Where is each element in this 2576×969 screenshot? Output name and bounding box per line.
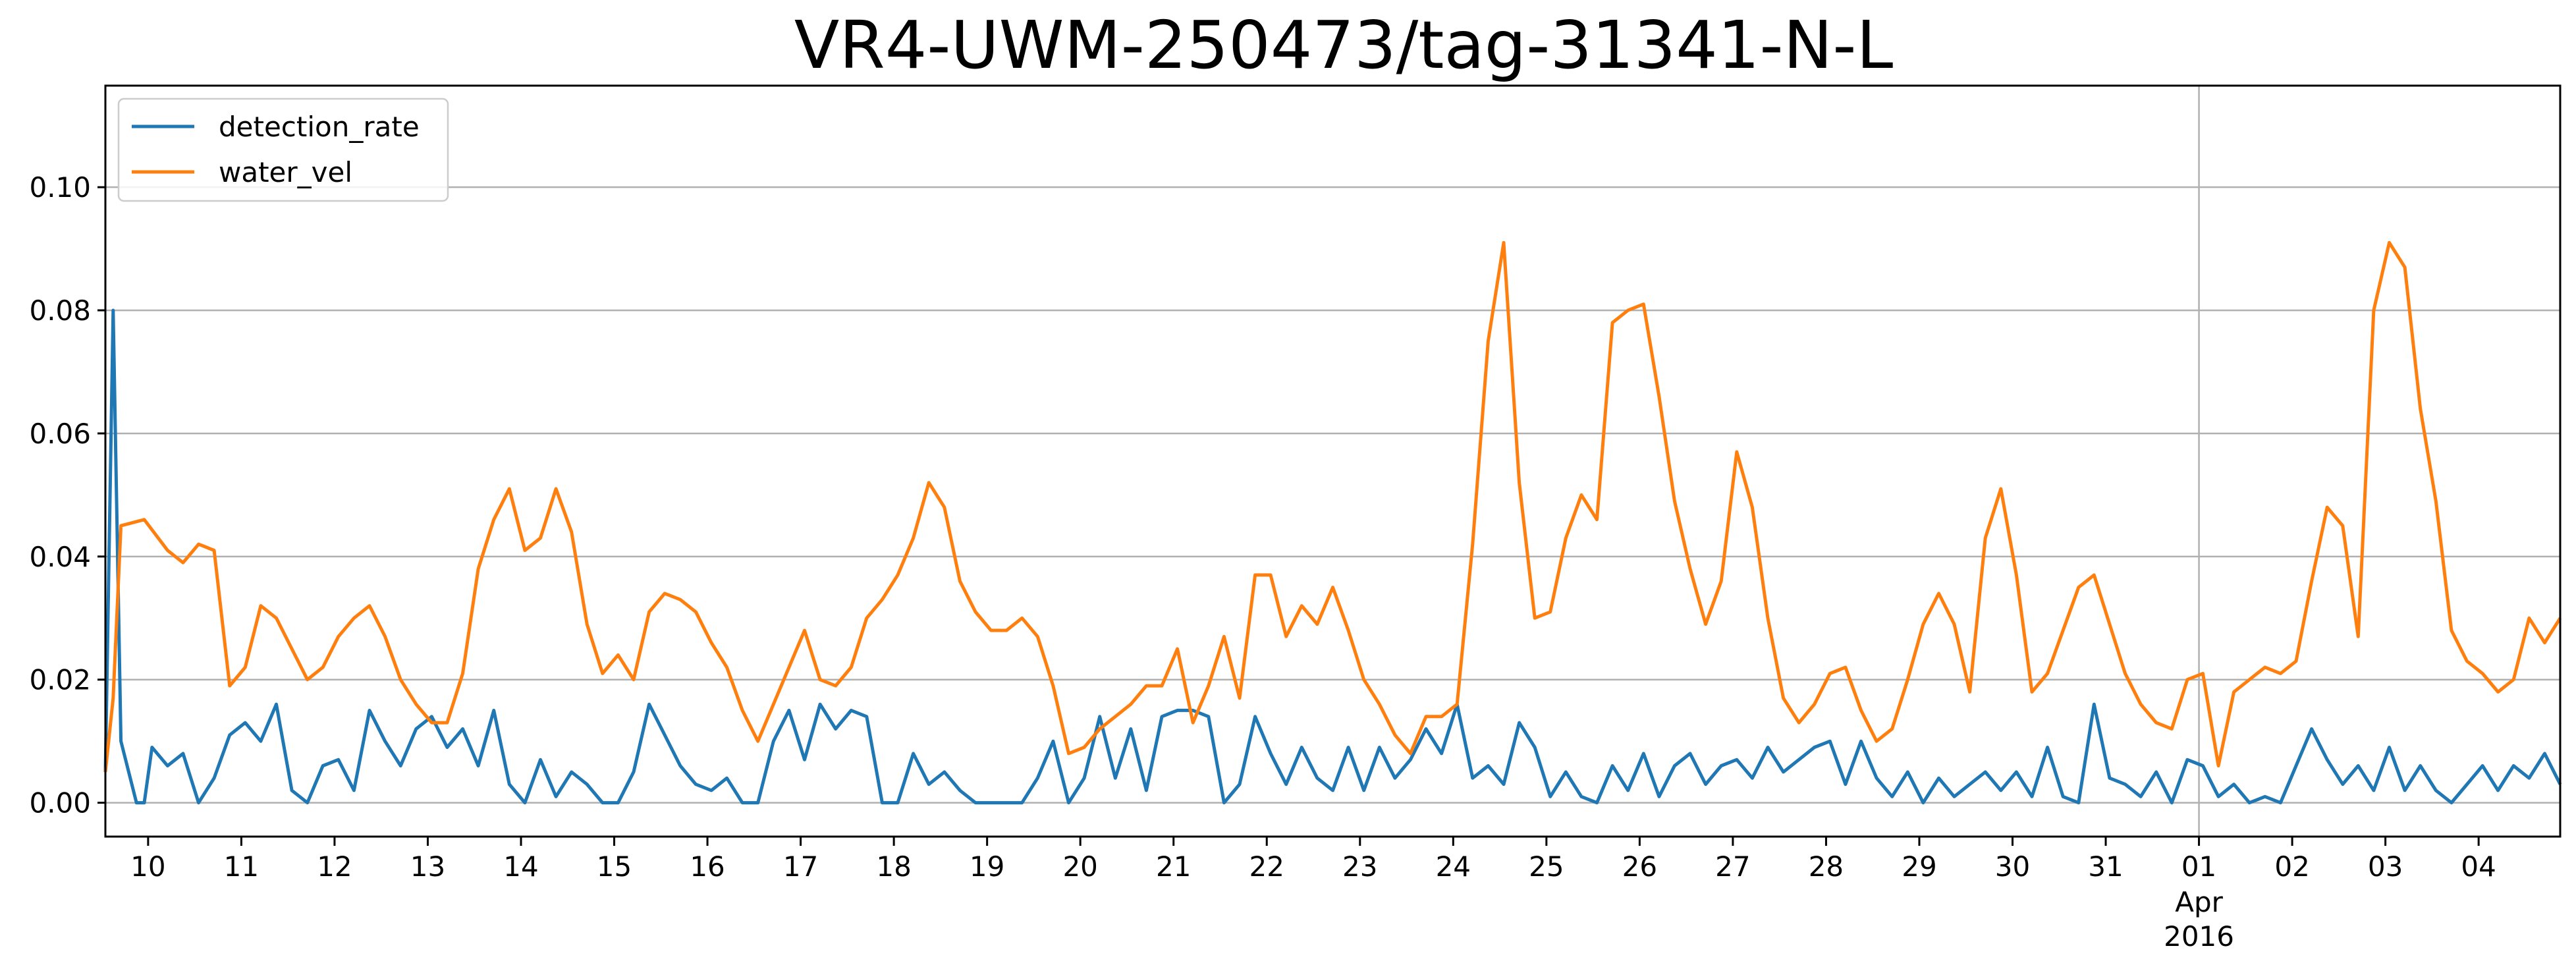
chart-title: VR4-UWM-250473/tag-31341-N-L — [794, 7, 1894, 84]
x-tick-label: 02 — [2274, 850, 2309, 883]
axis-layer: 0.00 0.02 0.04 0.06 0.08 0.10 10 11 12 13 14 15 16 17… — [29, 171, 2496, 953]
x-tick-label: 13 — [410, 850, 445, 883]
legend-label: water_vel — [219, 156, 352, 188]
x-tick-label: 12 — [317, 850, 352, 883]
x-tick-label: 04 — [2461, 850, 2496, 883]
x-tick-label: 14 — [503, 850, 538, 883]
x-tick-label: 11 — [224, 850, 259, 883]
x-tick-label: 25 — [1529, 850, 1564, 883]
legend: detection_rate water_vel — [117, 97, 449, 202]
x-tick-label: 21 — [1156, 850, 1191, 883]
x-tick-label: 01 — [2181, 850, 2216, 883]
x-tick-sublabel: 2016 — [2164, 920, 2234, 953]
series-line-detection-rate — [103, 308, 2562, 805]
x-tick-label: 19 — [970, 850, 1004, 883]
y-tick-label: 0.10 — [29, 171, 91, 204]
legend-box — [117, 97, 449, 202]
x-tick-label: 18 — [876, 850, 911, 883]
x-tick-label: 10 — [130, 850, 165, 883]
x-tick-label: 30 — [1995, 850, 2030, 883]
y-tick-label: 0.02 — [29, 664, 91, 696]
y-tick-label: 0.00 — [29, 787, 91, 819]
x-tick-label: 23 — [1342, 850, 1377, 883]
x-tick-label: 03 — [2368, 850, 2403, 883]
series-layer — [103, 240, 2562, 805]
legend-label: detection_rate — [219, 111, 420, 143]
x-tick-label: 31 — [2088, 850, 2123, 883]
x-tick-label: 22 — [1249, 850, 1284, 883]
series-line-water-vel — [103, 240, 2562, 773]
x-tick-label: 20 — [1062, 850, 1097, 883]
y-tick-label: 0.08 — [29, 294, 91, 327]
grid-layer — [105, 86, 2560, 837]
plot-area-frame — [104, 84, 2562, 838]
x-tick-label: 28 — [1809, 850, 1844, 883]
x-tick-label: 24 — [1436, 850, 1471, 883]
x-tick-label: 16 — [690, 850, 725, 883]
y-tick-label: 0.04 — [29, 541, 91, 573]
x-tick-label: 15 — [597, 850, 632, 883]
x-tick-sublabel: Apr — [2175, 886, 2223, 918]
x-tick-label: 27 — [1715, 850, 1750, 883]
x-tick-label: 17 — [783, 850, 818, 883]
y-tick-label: 0.06 — [29, 418, 91, 450]
x-tick-label: 26 — [1622, 850, 1657, 883]
x-tick-label: 29 — [1902, 850, 1936, 883]
